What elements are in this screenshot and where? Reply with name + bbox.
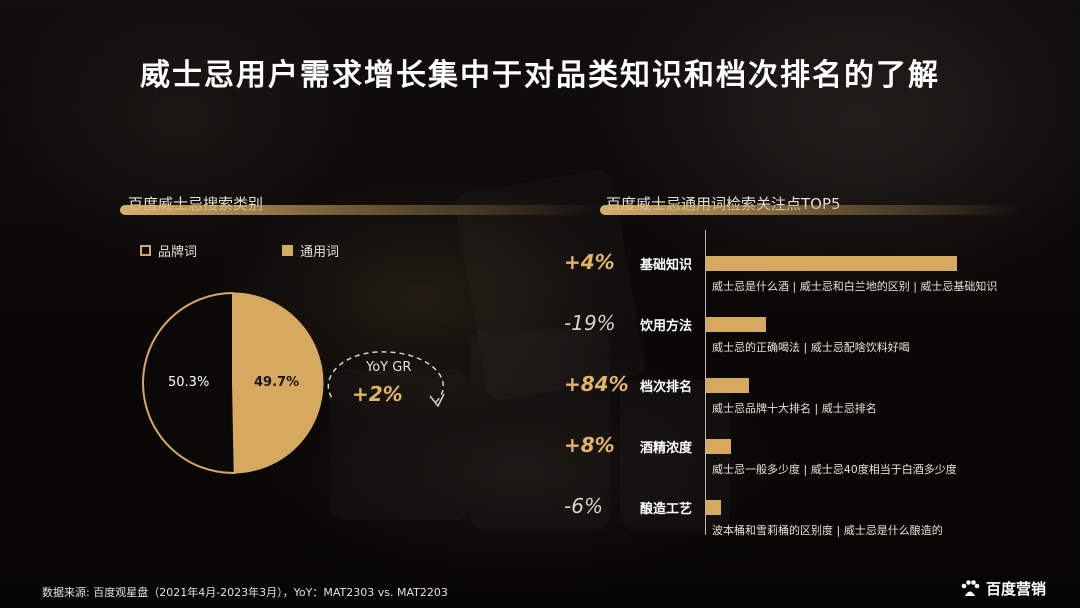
bar bbox=[706, 256, 957, 271]
bar-category-label: 基础知识 bbox=[639, 258, 692, 273]
legend-swatch-outline bbox=[140, 245, 151, 256]
pie-slice-label-general: 49.7% bbox=[254, 375, 300, 390]
legend-item-brand: 品牌词 bbox=[140, 241, 197, 260]
bar-growth-label: -6% bbox=[564, 494, 603, 518]
pie-chart bbox=[142, 291, 324, 474]
logo-text: 百度营销 bbox=[985, 580, 1046, 598]
bar-section-underline bbox=[600, 205, 1020, 215]
pie-section-underline bbox=[120, 205, 600, 215]
page-title: 威士忌用户需求增长集中于对品类知识和档次排名的了解 bbox=[140, 58, 940, 93]
bar-category-label: 档次排名 bbox=[639, 380, 692, 395]
legend-label: 通用词 bbox=[300, 245, 340, 260]
legend-item-general: 通用词 bbox=[282, 241, 339, 260]
yoy-value: +2% bbox=[352, 382, 403, 406]
bar-category-label: 酿造工艺 bbox=[639, 502, 692, 517]
bar bbox=[706, 500, 721, 515]
bar-growth-label: +8% bbox=[564, 433, 615, 457]
data-source-footer: 数据来源: 百度观星盘（2021年4月-2023年3月），YoY：MAT2303… bbox=[42, 586, 448, 599]
bar-category-label: 饮用方法 bbox=[639, 319, 692, 334]
yoy-dashed-arrow bbox=[327, 351, 445, 408]
pie-slice-general bbox=[232, 292, 324, 474]
bar bbox=[706, 378, 749, 393]
legend-label: 品牌词 bbox=[158, 245, 198, 260]
legend-swatch-filled bbox=[282, 245, 293, 256]
bar-growth-label: +4% bbox=[564, 250, 615, 274]
bar-description: 威士忌的正确喝法 | 威士忌配啥饮料好喝 bbox=[712, 341, 910, 354]
bar-axis bbox=[705, 230, 706, 535]
yoy-label: YoY GR bbox=[366, 360, 412, 375]
pie-slice-label-brand: 50.3% bbox=[168, 375, 210, 390]
bar-description: 威士忌品牌十大排名 | 威士忌排名 bbox=[712, 402, 877, 415]
bar-category-label: 酒精浓度 bbox=[639, 441, 692, 456]
bar-description: 威士忌一般多少度 | 威士忌40度相当于白酒多少度 bbox=[712, 463, 957, 476]
pie-slice-brand bbox=[142, 291, 236, 474]
bar-growth-label: -19% bbox=[564, 311, 616, 335]
bar-description: 波本桶和雪莉桶的区别度 | 威士忌是什么酿造的 bbox=[712, 524, 943, 537]
brand-logo: 百度营销 bbox=[960, 578, 1046, 599]
baidu-paw-icon bbox=[961, 579, 980, 596]
bar-description: 威士忌是什么酒 | 威士忌和白兰地的区别 | 威士忌基础知识 bbox=[712, 280, 998, 293]
bar bbox=[706, 317, 766, 332]
bar-growth-label: +84% bbox=[564, 372, 629, 396]
bar bbox=[706, 439, 731, 454]
